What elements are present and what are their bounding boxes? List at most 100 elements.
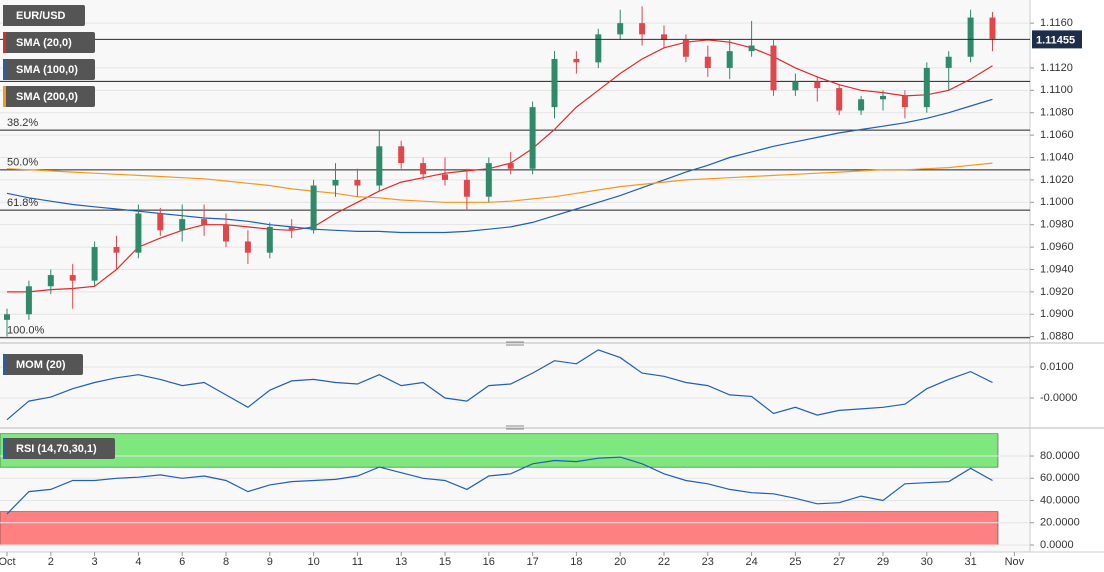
x-tick-label: Oct [0, 556, 16, 568]
legend-label: SMA (200,0) [16, 91, 78, 103]
legend-item: SMA (20,0) [3, 32, 95, 53]
y-tick-label: 1.0900 [1040, 308, 1074, 320]
candle-body [25, 286, 32, 315]
last-price-label: 1.11455 [1036, 34, 1075, 46]
x-tick-label: 27 [833, 556, 845, 568]
legend-swatch [3, 5, 6, 26]
legend-swatch [3, 354, 6, 375]
candle-body [244, 241, 251, 253]
x-tick-label: Nov [1005, 556, 1025, 568]
candle-body [880, 95, 886, 100]
candle-body [814, 81, 821, 89]
legend-item: RSI (14,70,30,1) [3, 438, 115, 459]
x-tick-label: 30 [921, 556, 933, 568]
x-tick-label: 22 [658, 556, 670, 568]
legend-box [3, 59, 95, 80]
marks-layer [0, 6, 1030, 515]
candle-body [135, 213, 142, 253]
indicator-line [6, 349, 993, 421]
plot-background [0, 0, 1030, 552]
y-tick-label: 1.1060 [1040, 129, 1074, 141]
fib-level-label: 38.2% [7, 117, 38, 129]
candle-body [551, 58, 558, 108]
y-tick-label: 1.1020 [1040, 174, 1074, 186]
legend-label: SMA (100,0) [16, 64, 78, 76]
legend-swatch [3, 438, 6, 459]
x-tick-label: 23 [702, 556, 714, 568]
y-tick-label: 1.1000 [1040, 196, 1074, 208]
legend-label: EUR/USD [16, 10, 66, 22]
candle-body [682, 39, 689, 57]
x-tick-label: 24 [745, 556, 757, 568]
candle-body [266, 226, 273, 253]
fib-level-label: 100.0% [7, 325, 45, 337]
x-tick-label: 2 [48, 556, 54, 568]
y-tick-label: 1.1040 [1040, 151, 1074, 163]
candle-body [442, 174, 448, 180]
candle-body [595, 34, 602, 63]
y-tick-label: 1.1120 [1040, 62, 1073, 74]
x-tick-label: 20 [614, 556, 626, 568]
legend-swatch [3, 32, 6, 53]
candle-body [354, 179, 361, 186]
candle-body [4, 314, 10, 320]
candle-body [858, 99, 865, 111]
candle-body [398, 146, 405, 164]
candle-body [901, 95, 908, 108]
candle-body [69, 275, 76, 281]
candle-body [113, 247, 120, 253]
y-tick-label: 80.0000 [1040, 450, 1080, 462]
candle-body [463, 179, 470, 197]
candle-body [47, 275, 54, 287]
x-tick-label: 31 [964, 556, 976, 568]
y-tick-label: 1.0880 [1040, 331, 1074, 343]
resize-grip[interactable] [506, 341, 524, 430]
x-tick-label: 4 [135, 556, 141, 568]
fib-level-label: 61.8% [7, 197, 38, 209]
x-tick-label: 15 [439, 556, 451, 568]
y-tick-label: 60.0000 [1040, 472, 1080, 484]
y-tick-label: 1.0980 [1040, 219, 1074, 231]
candle-body [617, 23, 624, 35]
candle-body [288, 226, 295, 231]
x-tick-label: 9 [267, 556, 273, 568]
y-tick-label: 1.0960 [1040, 241, 1074, 253]
x-tick-label: 25 [789, 556, 801, 568]
legend-box [3, 354, 83, 375]
x-tick-label: 6 [179, 556, 185, 568]
y-tick-label: 1.1160 [1040, 17, 1073, 29]
y-tick-label: 1.1080 [1040, 107, 1074, 119]
y-tick-label: 20.0000 [1040, 517, 1080, 529]
candle-body [836, 88, 843, 111]
x-tick-label: 10 [307, 556, 319, 568]
candle-body [223, 224, 229, 242]
candle-body [573, 58, 580, 63]
last-price-box [1032, 30, 1082, 49]
candle-body [704, 56, 711, 68]
y-tick-label: 0.0100 [1040, 361, 1074, 373]
legend-box [3, 32, 95, 53]
legend-label: MOM (20) [16, 359, 66, 371]
candle-body [91, 247, 98, 281]
indicator-band [0, 511, 999, 546]
legend-box [3, 86, 95, 107]
sma-line [6, 162, 993, 203]
legend-box [3, 438, 115, 459]
x-tick-label: 16 [483, 556, 495, 568]
y-tick-label: 40.0000 [1040, 494, 1080, 506]
candle-body [529, 107, 536, 169]
candle-body [179, 219, 186, 231]
candle-body [770, 45, 777, 91]
candle-body [485, 163, 492, 197]
labels-layer: 1.1160 1.1120 1.1100 1.1080 1.1060 1.1040 1.10… [0, 5, 1082, 568]
candle-body [201, 219, 208, 225]
x-tick-label: 18 [570, 556, 582, 568]
candle-body [376, 146, 383, 186]
legend-item: EUR/USD [3, 5, 85, 26]
legend-swatch [3, 86, 6, 107]
legend-label: RSI (14,70,30,1) [16, 443, 97, 455]
indicator-band [0, 433, 999, 468]
legend-box [3, 5, 85, 26]
candle-body [945, 56, 952, 68]
